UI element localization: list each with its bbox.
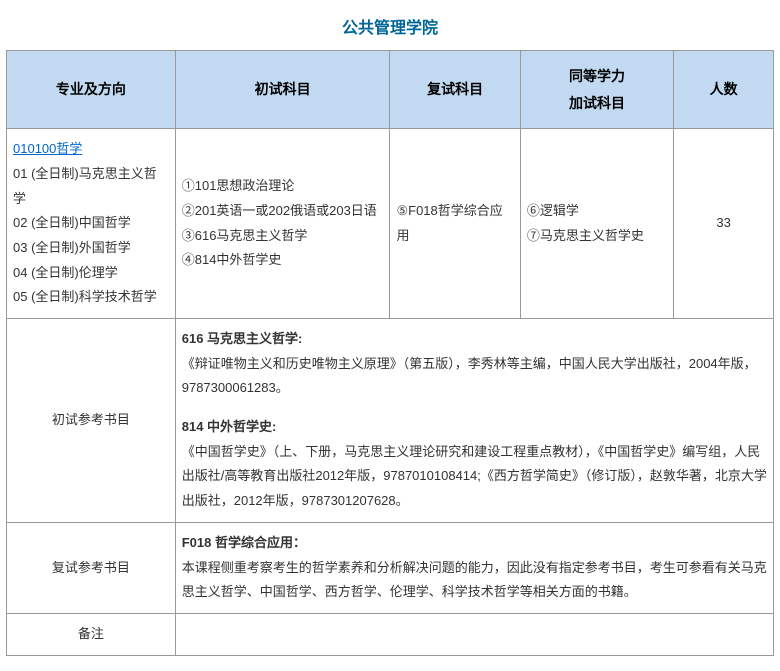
prelim-item: ②201英语一或202俄语或203日语 [182,203,377,218]
header-major: 专业及方向 [7,51,176,129]
header-additional-line1: 同等学力 [527,63,667,90]
direction-item: 03 (全日制)外国哲学 [13,240,131,255]
header-retest: 复试科目 [390,51,520,129]
table-row: 初试参考书目 616 马克思主义哲学: 《辩证唯物主义和历史唯物主义原理》（第五… [7,319,774,523]
header-row: 专业及方向 初试科目 复试科目 同等学力 加试科目 人数 [7,51,774,129]
retest-item: ⑤F018哲学综合应用 [396,203,502,243]
direction-item: 04 (全日制)伦理学 [13,265,118,280]
header-count: 人数 [674,51,774,129]
page-title: 公共管理学院 [6,6,774,50]
book-text: 本课程侧重考察考生的哲学素养和分析解决问题的能力，因此没有指定参考书目，考生可参… [182,560,767,600]
header-additional: 同等学力 加试科目 [520,51,673,129]
direction-item: 02 (全日制)中国哲学 [13,215,131,230]
retest-books-label: 复试参考书目 [7,522,176,613]
table-row: 010100哲学 01 (全日制)马克思主义哲学 02 (全日制)中国哲学 03… [7,129,774,319]
retest-books-cell: F018 哲学综合应用： 本课程侧重考察考生的哲学素养和分析解决问题的能力，因此… [175,522,773,613]
book-title: 616 马克思主义哲学: [182,331,303,346]
remark-label: 备注 [7,613,176,655]
book-title: F018 哲学综合应用： [182,535,306,550]
additional-item: ⑥逻辑学 [527,203,579,218]
remark-cell [175,613,773,655]
prelim-item: ③616马克思主义哲学 [182,228,308,243]
prelim-item: ④814中外哲学史 [182,252,282,267]
cell-additional: ⑥逻辑学 ⑦马克思主义哲学史 [520,129,673,319]
header-additional-line2: 加试科目 [527,90,667,117]
book-text: 《中国哲学史》（上、下册，马克思主义理论研究和建设工程重点教材），《中国哲学史》… [182,444,767,508]
table-row: 备注 [7,613,774,655]
direction-item: 01 (全日制)马克思主义哲学 [13,166,157,206]
book-title: 814 中外哲学史: [182,419,277,434]
cell-retest: ⑤F018哲学综合应用 [390,129,520,319]
admission-table: 专业及方向 初试科目 复试科目 同等学力 加试科目 人数 010100哲学 01… [6,50,774,656]
table-row: 复试参考书目 F018 哲学综合应用： 本课程侧重考察考生的哲学素养和分析解决问… [7,522,774,613]
header-prelim: 初试科目 [175,51,390,129]
prelim-books-cell: 616 马克思主义哲学: 《辩证唯物主义和历史唯物主义原理》（第五版），李秀林等… [175,319,773,523]
direction-item: 05 (全日制)科学技术哲学 [13,289,157,304]
book-text: 《辩证唯物主义和历史唯物主义原理》（第五版），李秀林等主编，中国人民大学出版社，… [182,356,757,396]
prelim-item: ①101思想政治理论 [182,178,295,193]
additional-item: ⑦马克思主义哲学史 [527,228,644,243]
cell-prelim: ①101思想政治理论 ②201英语一或202俄语或203日语 ③616马克思主义… [175,129,390,319]
cell-count: 33 [674,129,774,319]
major-link[interactable]: 010100哲学 [13,141,82,156]
cell-major: 010100哲学 01 (全日制)马克思主义哲学 02 (全日制)中国哲学 03… [7,129,176,319]
prelim-books-label: 初试参考书目 [7,319,176,523]
